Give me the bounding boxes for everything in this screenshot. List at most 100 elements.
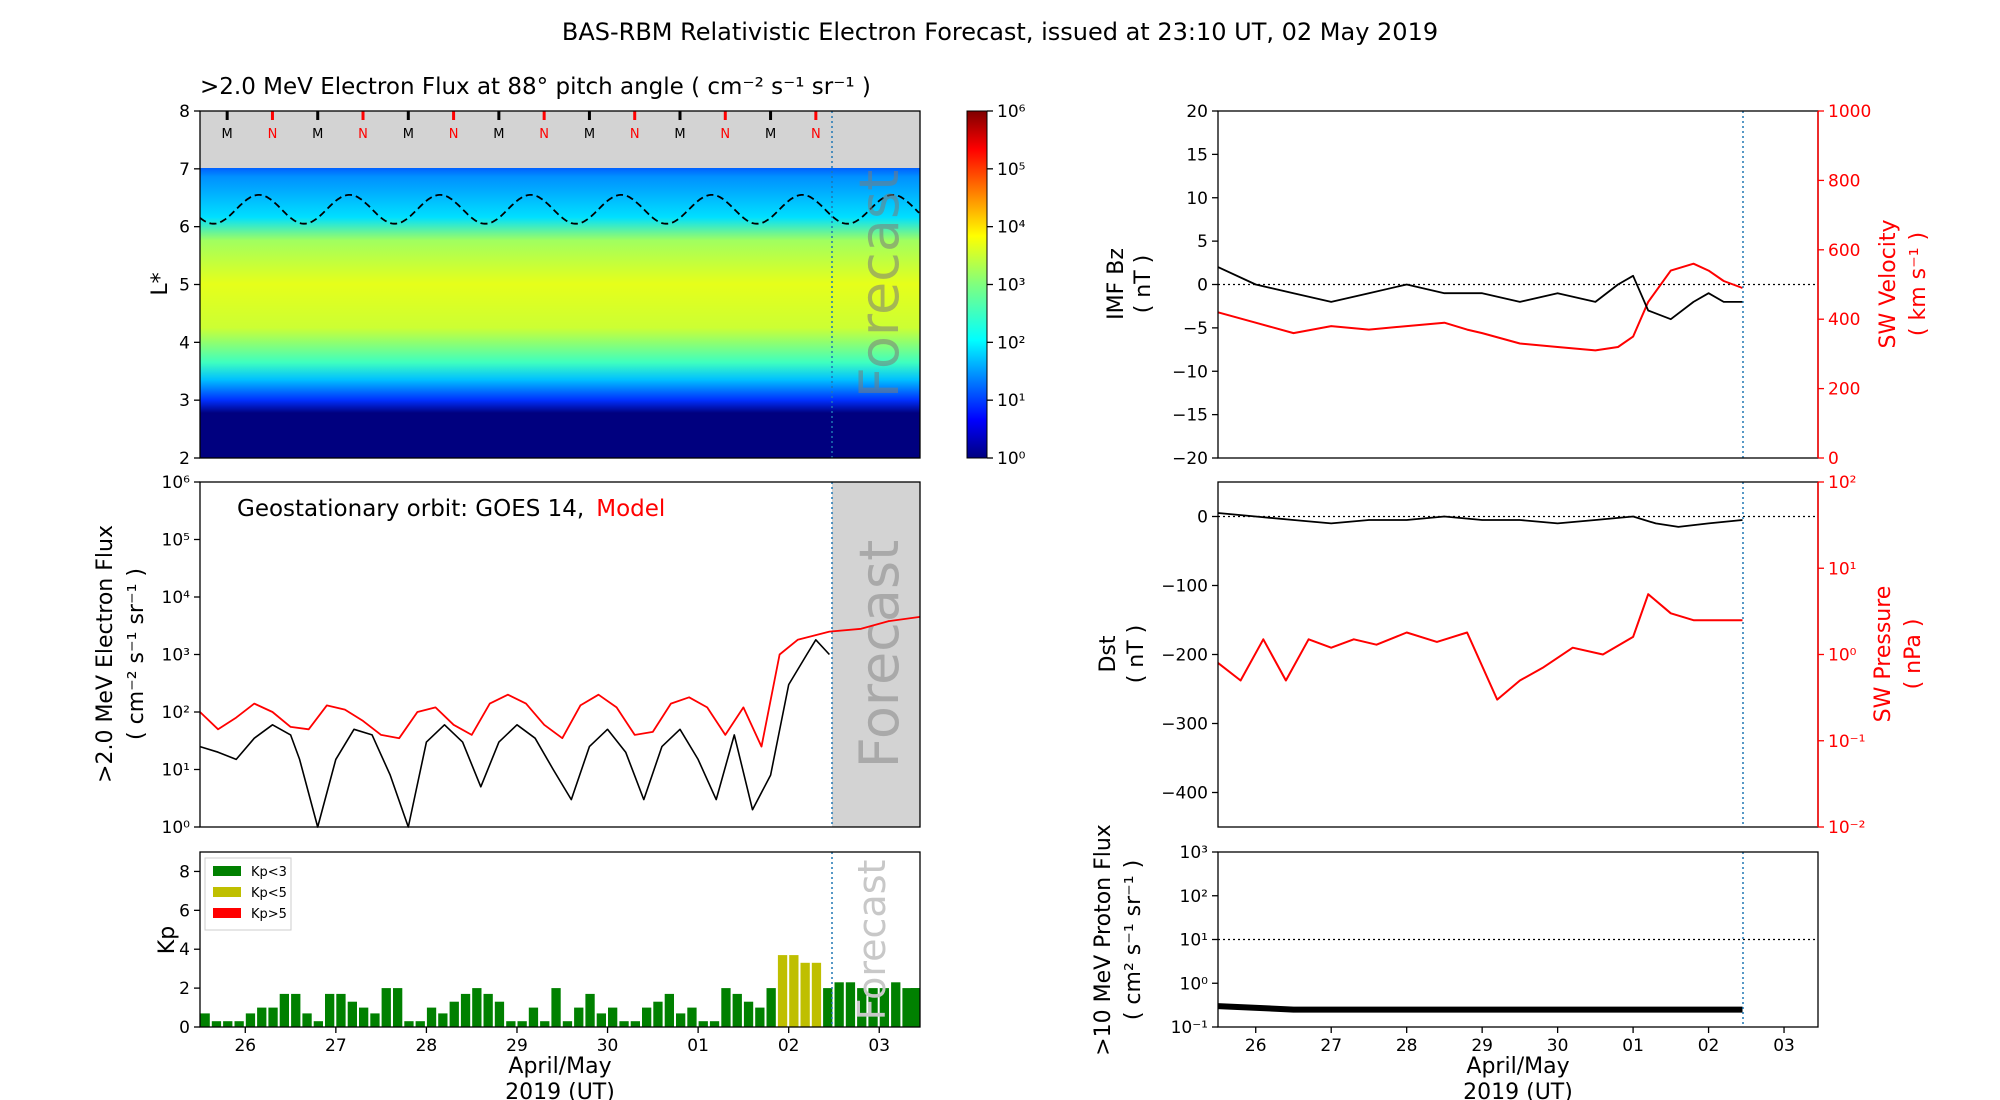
kp-bar-37 xyxy=(619,1021,629,1027)
kp-bar-11 xyxy=(325,993,335,1027)
imf-y-ticklabel-5: 5 xyxy=(1197,232,1208,252)
kp-bar-44 xyxy=(698,1021,708,1027)
dst-frame xyxy=(1217,481,1819,828)
kp-bar-20 xyxy=(426,1007,437,1027)
lstar-title: >2.0 MeV Electron Flux at 88° pitch angl… xyxy=(200,74,871,100)
left-xlabel-line1: April/May xyxy=(508,1054,611,1079)
colorbar-ticks: 10⁰ 10¹ 10² 10³ 10⁴ 10⁵ 10⁶ xyxy=(987,102,1026,469)
right-x-ticklabel-6: 02 xyxy=(1698,1036,1720,1056)
kp-bar-54 xyxy=(811,962,822,1027)
mlt-marker-label-13: N xyxy=(811,127,821,142)
kp-bar-17 xyxy=(393,988,403,1027)
kp-bar-48 xyxy=(743,1001,754,1027)
lstar-y-ticklabel-2: 4 xyxy=(179,333,190,353)
imf-r-ticklabel-3: 600 xyxy=(1828,241,1860,261)
kp-bar-15 xyxy=(370,1013,380,1027)
kp-bar-42 xyxy=(676,1013,686,1027)
kp-bar-16 xyxy=(381,988,391,1027)
lstar-y-ticklabel-4: 6 xyxy=(179,218,190,238)
kp-bar-0 xyxy=(200,1013,210,1027)
mlt-marker-label-4: M xyxy=(403,127,414,142)
left-x-ticklabel-4: 30 xyxy=(597,1036,619,1056)
lstar-y-ticklabel-3: 5 xyxy=(179,276,190,296)
kp-bar-36 xyxy=(608,1007,618,1027)
kp-bars xyxy=(200,955,920,1027)
dst-y-ticklabel-3: −100 xyxy=(1161,577,1208,597)
dst-right-label: SW Pressure xyxy=(1871,586,1896,723)
imf-ylabel-units: ( nT ) xyxy=(1131,255,1156,314)
kp-bar-43 xyxy=(687,1007,697,1027)
kp-legend-swatch-0 xyxy=(213,866,241,876)
geo-annotation-model: Model xyxy=(596,496,665,522)
imf-y-ticklabel-1: −15 xyxy=(1172,406,1208,426)
geo-series xyxy=(199,616,921,828)
dst-right-axis: 10⁻² 10⁻¹ 10⁰ 10¹ 10² xyxy=(1818,473,1865,838)
kp-bar-52 xyxy=(789,955,799,1027)
left-xlabel-line2: 2019 (UT) xyxy=(505,1080,615,1100)
kp-bar-10 xyxy=(313,1021,323,1027)
kp-bar-47 xyxy=(732,993,742,1027)
imf-y-ticklabel-4: 0 xyxy=(1197,276,1208,296)
lstar-watermark: Forecast xyxy=(848,170,911,399)
kp-bar-19 xyxy=(415,1021,425,1027)
right-x-axis: 26 27 28 29 30 01 02 03 xyxy=(1245,1027,1795,1056)
kp-bar-28 xyxy=(517,1021,527,1027)
kp-y-ticklabel-4: 8 xyxy=(179,862,190,882)
kp-bar-30 xyxy=(540,1021,550,1027)
kp-legend: Kp<3 Kp<5 Kp>5 xyxy=(204,857,292,931)
imf-y-ticklabel-6: 10 xyxy=(1186,189,1208,209)
lstar-y-ticklabel-5: 7 xyxy=(179,160,190,180)
kp-bar-23 xyxy=(460,993,471,1027)
kp-bar-33 xyxy=(574,1007,584,1027)
kp-bar-53 xyxy=(800,962,810,1027)
left-x-ticklabel-5: 01 xyxy=(687,1036,709,1056)
mlt-marker-label-6: M xyxy=(493,127,504,142)
kp-bar-31 xyxy=(551,988,561,1027)
kp-bar-51 xyxy=(777,955,788,1027)
dst-y-ticklabel-1: −300 xyxy=(1161,715,1208,735)
imf-y-ticklabel-0: −20 xyxy=(1172,449,1208,469)
kp-legend-swatch-2 xyxy=(213,908,241,918)
imf-series xyxy=(1217,262,1818,352)
dst-r-ticklabel-3: 10¹ xyxy=(1828,559,1856,579)
kp-bar-34 xyxy=(585,993,595,1027)
dst-r-ticklabel-1: 10⁻¹ xyxy=(1828,732,1865,752)
kp-bar-27 xyxy=(506,1021,516,1027)
imf-y-ticklabel-3: −5 xyxy=(1183,319,1208,339)
proton-series xyxy=(1217,1003,1743,1013)
left-x-ticklabel-7: 03 xyxy=(868,1036,890,1056)
kp-legend-label-0: Kp<3 xyxy=(251,865,287,880)
kp-bar-40 xyxy=(653,1001,663,1027)
geo-y-ticklabel-1: 10¹ xyxy=(162,761,190,781)
kp-y-ticklabel-0: 0 xyxy=(179,1018,190,1038)
kp-bar-32 xyxy=(562,1021,573,1027)
kp-bar-4 xyxy=(245,1013,256,1027)
cbar-ticklabel-4: 10⁴ xyxy=(997,218,1026,238)
kp-bar-50 xyxy=(766,988,776,1027)
imf-r-ticklabel-1: 200 xyxy=(1828,380,1860,400)
geo-annotation-goes: Geostationary orbit: GOES 14, xyxy=(237,496,584,522)
geo-annotation: Geostationary orbit: GOES 14, Model xyxy=(237,496,665,522)
mlt-marker-label-9: N xyxy=(630,127,640,142)
kp-bar-14 xyxy=(359,1007,369,1027)
dst-y-ticklabel-4: 0 xyxy=(1197,508,1208,528)
geo-y-ticklabel-2: 10² xyxy=(162,703,190,723)
right-x-ticklabel-5: 01 xyxy=(1622,1036,1644,1056)
kp-watermark: Forecast xyxy=(850,860,894,1021)
kp-bar-41 xyxy=(664,993,674,1027)
kp-bar-56 xyxy=(834,982,844,1027)
proton-y-ticklabel-2: 10¹ xyxy=(1180,931,1208,951)
dst-y-ticklabel-2: −200 xyxy=(1161,646,1208,666)
geo-y-axis: 10⁰ 10¹ 10² 10³ 10⁴ 10⁵ 10⁶ xyxy=(162,473,200,838)
kp-bar-25 xyxy=(483,993,493,1027)
kp-legend-swatch-1 xyxy=(213,887,241,897)
kp-bar-49 xyxy=(755,1007,765,1027)
kp-bar-38 xyxy=(630,1021,640,1027)
mlt-marker-label-1: N xyxy=(268,127,278,142)
right-x-ticklabel-1: 27 xyxy=(1320,1036,1342,1056)
proton-series xyxy=(1217,938,1818,1013)
kp-bar-7 xyxy=(279,993,289,1027)
